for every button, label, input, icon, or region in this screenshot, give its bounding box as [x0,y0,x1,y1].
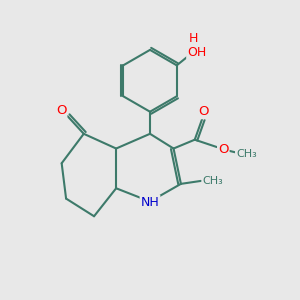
Text: O: O [198,105,209,118]
Text: O: O [56,104,66,117]
Text: CH₃: CH₃ [202,176,223,186]
Text: H: H [189,32,199,45]
Text: CH₃: CH₃ [236,149,257,159]
Text: NH: NH [141,196,159,208]
Text: OH: OH [187,46,206,59]
Text: O: O [218,143,229,156]
